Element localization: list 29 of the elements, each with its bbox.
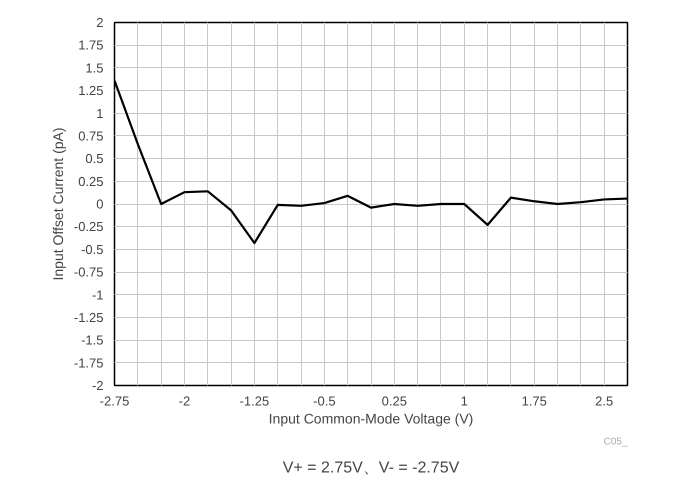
y-tick-label: 2	[96, 15, 104, 30]
y-tick-label: 0	[96, 196, 104, 212]
y-tick-label: -0.5	[81, 242, 104, 257]
y-tick-label: -1.25	[74, 310, 104, 325]
y-tick-label: 0.75	[78, 128, 104, 144]
y-tick-label: 0.25	[78, 174, 104, 189]
y-tick-label: -0.25	[74, 219, 104, 234]
x-tick-label: 0.25	[382, 394, 407, 408]
y-tick-label: 1.5	[85, 60, 104, 76]
x-tick-label: 1	[460, 394, 468, 408]
y-tick-label: 1.75	[78, 38, 104, 53]
text: C05_	[604, 436, 628, 448]
text: V+ = 2.75V、V- = -2.75V	[282, 460, 460, 476]
y-tick-label: -2	[92, 378, 104, 393]
x-tick-label: -0.5	[313, 394, 336, 408]
y-tick-label: -0.75	[74, 264, 104, 280]
y-tick-label: -1.5	[81, 332, 104, 348]
x-tick-label: 2.5	[595, 394, 614, 408]
y-tick-label: 1	[96, 106, 104, 121]
x-tick-label: -2	[178, 394, 190, 408]
y-tick-label: -1	[92, 287, 104, 302]
x-axis-title: Input Common-Mode Voltage (V)	[268, 410, 474, 426]
y-tick-label: 1.25	[78, 83, 104, 98]
x-tick-label: -2.75	[100, 394, 130, 408]
x-tick-label: 1.75	[522, 394, 547, 408]
x-tick-label: -1.25	[240, 394, 270, 408]
y-tick-label: 0.5	[85, 151, 104, 166]
y-axis-title: Input Offset Current (pA)	[50, 127, 66, 281]
y-tick-label: -1.75	[74, 355, 104, 370]
